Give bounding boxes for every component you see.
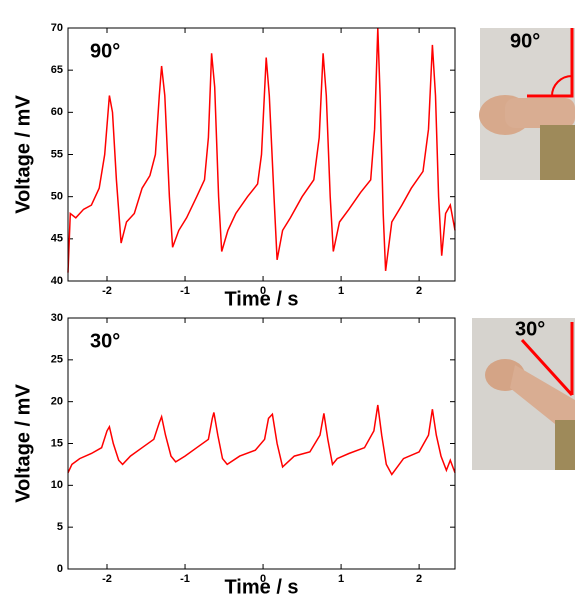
y-tick-label: 70	[51, 22, 63, 34]
photo: 90°	[479, 28, 575, 180]
plot-frame	[67, 317, 456, 570]
photo-label: 30°	[515, 318, 545, 340]
y-tick-label: 10	[51, 479, 63, 491]
y-tick-label: 50	[51, 191, 63, 203]
wrist	[505, 98, 575, 128]
y-axis-label: Voltage / mV	[12, 95, 34, 214]
x-tick-label: 0	[260, 285, 266, 297]
angle-arc	[551, 75, 573, 97]
angle-line	[527, 28, 574, 98]
y-tick-label: 5	[57, 521, 63, 533]
photo: 30°	[472, 318, 575, 470]
x-tick-label: 1	[338, 285, 344, 297]
x-axis-label: Time / s	[224, 288, 298, 310]
chart: 0 5 10 15 20 25 30 -2 -1 0 1 2 30° Time / s Voltage / …	[12, 312, 456, 598]
x-tick-label: -2	[102, 573, 112, 585]
x-axis-label: Time / s	[224, 576, 298, 598]
y-tick-label: 60	[51, 106, 63, 118]
y-tick-label: 40	[51, 275, 63, 287]
x-tick-label: 2	[416, 573, 422, 585]
y-tick-label: 0	[57, 563, 63, 575]
y-tick-label: 15	[51, 437, 63, 449]
y-tick-label: 45	[51, 233, 63, 245]
x-tick-label: 1	[338, 573, 344, 585]
x-tick-label: 2	[416, 285, 422, 297]
y-tick-label: 30	[51, 312, 63, 324]
x-tick-label: -2	[102, 285, 112, 297]
angle-line	[520, 338, 574, 397]
photo-label: 90°	[510, 30, 540, 52]
sleeve	[540, 125, 575, 180]
y-tick-label: 55	[51, 148, 63, 160]
signal-line	[67, 404, 456, 476]
y-tick-label: 65	[51, 64, 63, 76]
y-tick-label: 25	[51, 354, 63, 366]
chart: 40 45 50 55 60 65 70 -2 -1 0 1 2 90° Time / s Voltage …	[12, 22, 456, 310]
annotation: 30°	[90, 330, 120, 352]
signal-line	[67, 27, 456, 273]
x-tick-label: 0	[260, 573, 266, 585]
y-tick-label: 20	[51, 396, 63, 408]
plot-frame	[67, 27, 456, 282]
x-tick-label: -1	[180, 285, 190, 297]
y-axis-label: Voltage / mV	[12, 384, 34, 503]
sleeve	[555, 420, 575, 470]
x-tick-label: -1	[180, 573, 190, 585]
annotation: 90°	[90, 40, 120, 62]
